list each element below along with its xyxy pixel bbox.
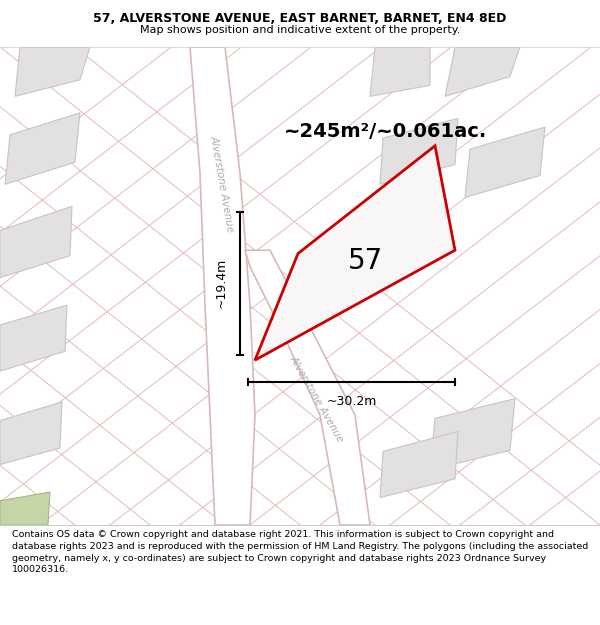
Polygon shape xyxy=(255,146,455,360)
Text: Map shows position and indicative extent of the property.: Map shows position and indicative extent… xyxy=(140,25,460,35)
Polygon shape xyxy=(380,118,458,184)
Polygon shape xyxy=(0,492,50,525)
Polygon shape xyxy=(445,47,520,96)
Polygon shape xyxy=(380,432,458,498)
Polygon shape xyxy=(0,206,72,278)
Polygon shape xyxy=(430,399,515,470)
Polygon shape xyxy=(190,47,255,525)
Text: Alverstone Avenue: Alverstone Avenue xyxy=(209,135,235,234)
Polygon shape xyxy=(465,127,545,198)
Polygon shape xyxy=(370,47,430,96)
Polygon shape xyxy=(5,113,80,184)
Polygon shape xyxy=(0,402,62,464)
Text: ~19.4m: ~19.4m xyxy=(215,258,228,308)
Polygon shape xyxy=(0,305,67,371)
Polygon shape xyxy=(245,250,370,525)
Text: ~30.2m: ~30.2m xyxy=(326,395,377,408)
Text: Alverstone Avenue: Alverstone Avenue xyxy=(288,354,346,444)
Text: 57, ALVERSTONE AVENUE, EAST BARNET, BARNET, EN4 8ED: 57, ALVERSTONE AVENUE, EAST BARNET, BARN… xyxy=(94,12,506,25)
Text: 57: 57 xyxy=(347,248,383,275)
Text: Contains OS data © Crown copyright and database right 2021. This information is : Contains OS data © Crown copyright and d… xyxy=(12,530,588,574)
Polygon shape xyxy=(15,47,90,96)
Text: ~245m²/~0.061ac.: ~245m²/~0.061ac. xyxy=(283,122,487,141)
